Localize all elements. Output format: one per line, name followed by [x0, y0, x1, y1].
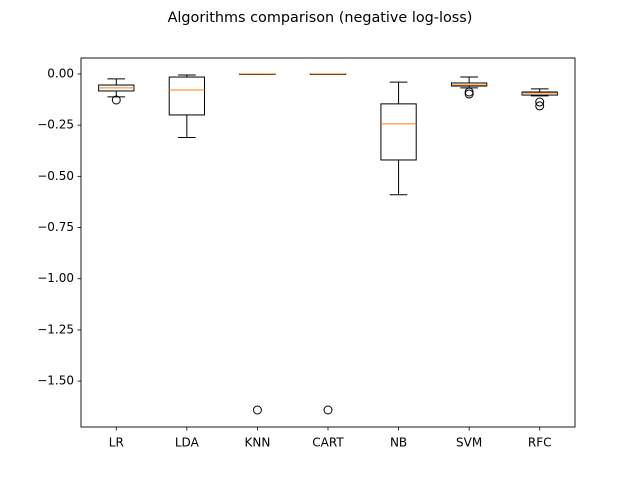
x-tick-label: NB: [390, 436, 407, 450]
x-tick-label: LDA: [175, 436, 200, 450]
y-tick-label: −1.50: [37, 374, 74, 388]
flier: [535, 101, 545, 111]
flier: [252, 405, 262, 415]
box: [451, 82, 488, 87]
x-tick-label: LR: [109, 436, 124, 450]
box: [168, 76, 205, 116]
y-tick-label: −0.75: [37, 220, 74, 234]
x-tick-label: RFC: [528, 436, 552, 450]
flier: [111, 95, 121, 105]
flier: [535, 97, 545, 107]
x-tick-label: KNN: [245, 436, 271, 450]
y-tick-label: −0.25: [37, 118, 74, 132]
flier: [464, 89, 474, 99]
box: [380, 103, 417, 161]
x-tick-label: CART: [312, 436, 344, 450]
y-tick-label: −1.00: [37, 271, 74, 285]
chart-title: Algorithms comparison (negative log-loss…: [168, 10, 473, 26]
flier: [323, 405, 333, 415]
y-tick-label: −0.50: [37, 169, 74, 183]
y-tick-label: −1.25: [37, 322, 74, 336]
x-tick-label: SVM: [456, 436, 482, 450]
y-tick-label: 0.00: [47, 66, 74, 80]
box: [521, 91, 558, 96]
